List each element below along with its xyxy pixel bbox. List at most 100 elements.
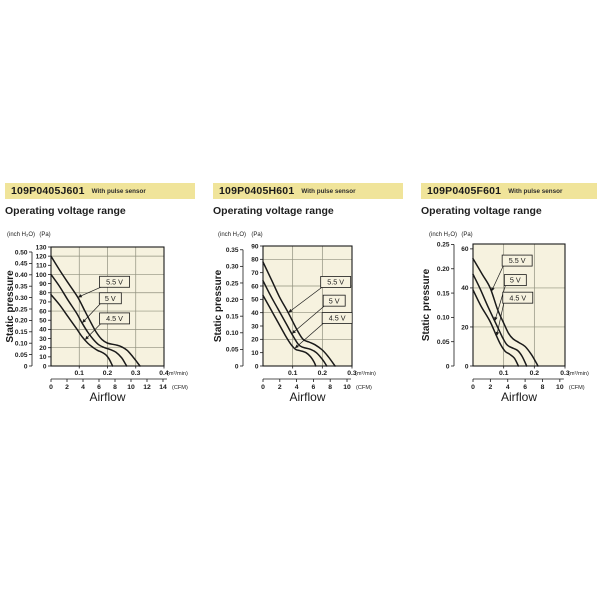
voltage-label-box: [501, 254, 533, 267]
tick-label: 0.1: [288, 370, 298, 377]
tick-label: 10: [343, 384, 351, 391]
voltage-label-box: [98, 292, 122, 305]
tick-label: 10: [39, 354, 47, 361]
tick-label: 30: [39, 336, 47, 343]
leader-arrowhead-icon: [288, 308, 293, 313]
leader-line: [294, 305, 325, 332]
tick-label: 80: [251, 257, 259, 264]
tick-label: 0: [49, 384, 53, 391]
leader-line: [81, 286, 101, 297]
tick-label: 0.20: [15, 318, 28, 325]
curve-4.5V: [262, 294, 317, 367]
pulse-sensor-tag: With pulse sensor: [91, 188, 146, 195]
voltage-label-5.5V: 5.5 V: [288, 276, 352, 313]
airflow-axis-title: Airflow: [89, 390, 125, 404]
tick-label: 10: [127, 384, 135, 391]
voltage-label-text: 5 V: [510, 276, 521, 285]
tick-label: 0.05: [226, 347, 239, 354]
tick-label: 0: [465, 363, 469, 370]
pulse-sensor-tag: With pulse sensor: [301, 188, 356, 195]
pq-performance-chart: (inch H₂O) (Pa)90807060504030201000.350.3…: [213, 232, 376, 404]
tick-label: 40: [39, 327, 47, 334]
tick-label: 0.45: [15, 261, 28, 268]
tick-label: 6: [523, 384, 527, 391]
tick-label: 8: [541, 384, 545, 391]
curve-4.5V: [50, 293, 114, 367]
voltage-label-box: [99, 275, 130, 288]
voltage-label-4.5V: 4.5 V: [294, 312, 353, 349]
x-axis-m3min: 0.1 0.2 0.3(m³/min): [499, 366, 589, 377]
tick-label: 110: [36, 263, 47, 270]
leader-line: [87, 323, 101, 338]
fan-chart-panel-109P0405F601: 109P0405F601 With pulse sensor Operating…: [421, 183, 600, 415]
tick-label: 40: [251, 310, 259, 317]
leader-arrowhead-icon: [77, 294, 83, 298]
tick-label: 0.2: [103, 370, 113, 377]
tick-label: 20: [39, 345, 47, 352]
tick-label: 0.2: [530, 370, 540, 377]
voltage-label-box: [99, 312, 130, 325]
fan-curves: [472, 257, 539, 367]
tick-label: 4: [295, 384, 299, 391]
y-axis-pa: 90 80 70 60 50 40 30 20 10 0: [251, 243, 263, 370]
fan-chart-panel-109P0405J601: 109P0405J601 With pulse sensor Operating…: [5, 183, 213, 415]
tick-label: 130: [36, 244, 47, 251]
leader-arrowhead-icon: [494, 316, 498, 322]
tick-label: 30: [251, 323, 259, 330]
x-unit-m3-label: (m³/min): [167, 371, 188, 377]
tick-label: 0.50: [15, 249, 28, 256]
leader-line: [492, 265, 504, 289]
plot-border: [472, 243, 566, 367]
model-number: 109P0405H601: [219, 185, 295, 197]
static-pressure-axis-title: Static pressure: [5, 270, 16, 343]
x-axis-m3min: 0.1 0.2 0.3 0.4(m³/min): [75, 366, 188, 377]
section-title: Operating voltage range: [5, 205, 126, 217]
voltage-label-text: 4.5 V: [329, 314, 346, 323]
curve-5.5V: [50, 255, 141, 367]
x-axis-cfm: 0 2 4 6 8 10 12 14 (CFM): [49, 378, 188, 391]
section-title: Operating voltage range: [421, 205, 542, 217]
y-unit-pa-label: (Pa): [461, 232, 472, 238]
voltage-label-5V: 5 V: [494, 274, 527, 322]
tick-label: 12: [143, 384, 151, 391]
tick-label: 0.1: [499, 370, 509, 377]
fan-chart-panel-109P0405H601: 109P0405H601 With pulse sensor Operating…: [213, 183, 421, 415]
pq-performance-chart: (inch H₂O) (Pa)13012011010090807060504030…: [5, 232, 188, 404]
airflow-axis-title: Airflow: [289, 390, 325, 404]
leader-arrowhead-icon: [84, 335, 89, 340]
curve-5.5V: [472, 257, 539, 367]
voltage-label-text: 5 V: [329, 296, 340, 305]
voltage-label-5V: 5 V: [291, 294, 346, 334]
voltage-label-box: [322, 294, 346, 307]
tick-label: 0.3: [131, 370, 141, 377]
model-number: 109P0405J601: [11, 185, 85, 197]
tick-label: 0: [261, 384, 265, 391]
tick-label: 0.1: [75, 370, 85, 377]
tick-label: 70: [39, 299, 47, 306]
tick-label: 80: [39, 290, 47, 297]
curve-5.5V: [262, 261, 336, 367]
y-unit-inch-label: (inch H₂O): [429, 232, 457, 238]
x-axis-cfm: 0 2 4 6 8 10 (CFM): [261, 378, 372, 391]
tick-label: 0: [43, 363, 47, 370]
voltage-labels: 5.5 V 5 V 4.5 V: [288, 276, 353, 349]
voltage-label-box: [321, 312, 353, 324]
tick-label: 60: [461, 246, 469, 253]
leader-arrowhead-icon: [291, 329, 296, 334]
tick-label: 6: [312, 384, 316, 391]
y-axis-inch: 0.35 0.30 0.25 0.20 0.15 0.10 0.05 0: [226, 247, 244, 370]
tick-label: 0.10: [15, 341, 28, 348]
leader-arrowhead-icon: [294, 344, 299, 349]
tick-label: 0.05: [15, 352, 28, 359]
x-unit-m3-label: (m³/min): [355, 371, 376, 377]
curve-5V: [472, 273, 528, 367]
y-axis-inch: 0.25 0.20 0.15 0.10 0.05 0: [437, 242, 455, 370]
voltage-label-text: 5.5 V: [509, 256, 526, 265]
voltage-label-box: [320, 276, 352, 288]
voltage-label-5.5V: 5.5 V: [77, 275, 130, 298]
x-unit-cfm-label: (CFM): [569, 385, 585, 391]
model-header-bar: 109P0405F601 With pulse sensor: [421, 183, 597, 199]
tick-label: 40: [461, 285, 469, 292]
x-unit-m3-label: (m³/min): [568, 371, 589, 377]
